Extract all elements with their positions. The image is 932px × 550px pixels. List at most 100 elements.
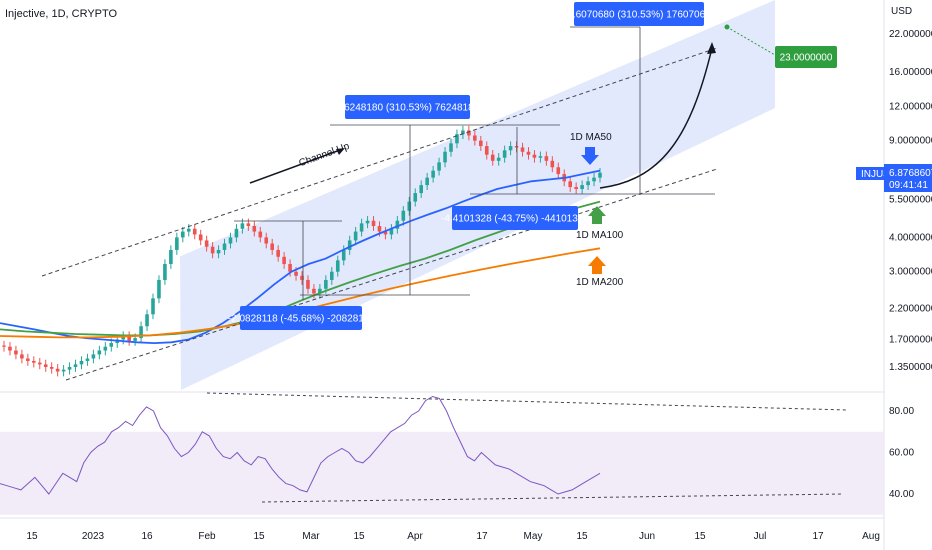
candle-body — [61, 369, 66, 372]
candle-body — [157, 279, 161, 299]
candle-body — [330, 271, 334, 280]
time-tick-label: 2023 — [82, 531, 105, 542]
candle-body — [383, 231, 388, 235]
time-tick-label: Jun — [639, 531, 655, 542]
time-tick-label: Mar — [302, 531, 320, 542]
candle-body — [151, 298, 155, 315]
measure-4-box — [240, 306, 362, 330]
price-tick-label: 9.0000000 — [889, 136, 932, 147]
candle-body — [526, 151, 531, 155]
price-tick-label: 5.5000000 — [889, 194, 932, 205]
candle-body — [425, 177, 429, 186]
channel-arrowhead — [336, 148, 345, 155]
rsi-tick-label: 60.00 — [889, 448, 914, 459]
candle-body — [365, 220, 370, 224]
candle-body — [175, 237, 179, 250]
candle-body — [586, 181, 590, 186]
candle-body — [282, 256, 286, 265]
candle-body — [473, 135, 477, 141]
candle-body — [544, 156, 549, 161]
drawings — [41, 24, 776, 381]
projection-curve — [599, 47, 713, 189]
price-tick-label: 12.0000000 — [889, 101, 932, 112]
time-tick-label: 15 — [353, 531, 365, 542]
candle-body — [532, 154, 537, 158]
candle-body — [43, 364, 48, 367]
measure-1-text: 17.6070680 (310.53%) 176070680 — [562, 10, 717, 21]
target-label-box — [775, 46, 837, 68]
candle-body — [467, 130, 471, 136]
candle-body — [2, 345, 6, 347]
candle-body — [276, 249, 280, 257]
target-connector — [726, 26, 776, 56]
candle-body — [413, 193, 418, 202]
channel-bottom-line — [65, 168, 718, 381]
candle-body — [73, 364, 78, 367]
price-tick-label: 1.3500000 — [889, 362, 932, 373]
candle-body — [496, 157, 501, 161]
currency-label: USD — [891, 6, 912, 17]
ma50-line — [0, 169, 601, 345]
time-tick-label: 15 — [694, 531, 706, 542]
axes: 22.0000000 16.0000000 12.0000000 9.0000000 5… — [26, 6, 932, 542]
candle-body — [401, 210, 406, 221]
time-tick-label: Feb — [198, 531, 216, 542]
candle-body — [145, 314, 149, 327]
candle-body — [121, 336, 125, 340]
candle-body — [246, 223, 251, 227]
price-tick-label: 3.0000000 — [889, 267, 932, 278]
candle-body — [538, 156, 543, 158]
price-tick-label: 4.0000000 — [889, 232, 932, 243]
candle-body — [240, 223, 245, 229]
candle-body — [55, 368, 60, 372]
rsi-tick-label: 80.00 — [889, 406, 914, 417]
time-tick-label: 17 — [476, 531, 488, 542]
candle-body — [455, 134, 459, 144]
candle-body — [91, 354, 96, 359]
candle-body — [300, 275, 304, 280]
rsi-tick-label: 40.00 — [889, 489, 914, 500]
candle-body — [514, 146, 519, 148]
time-tick-label: May — [524, 531, 543, 542]
candle-body — [598, 172, 602, 178]
target-label-text: 23.0000000 — [780, 53, 833, 64]
rsi-support-line — [261, 493, 844, 503]
candle-body — [461, 130, 465, 135]
ma200-label: 1D MA200 — [576, 277, 624, 288]
candle-body — [79, 360, 84, 365]
ma100-label: 1D MA100 — [576, 230, 624, 241]
candle-body — [37, 362, 42, 365]
last-price-value: 6.8768607 — [889, 168, 932, 179]
candle-body — [580, 185, 584, 190]
candle-body — [443, 151, 447, 163]
time-tick-label: 17 — [812, 531, 824, 542]
candle-body — [389, 228, 394, 235]
candle-body — [210, 246, 215, 254]
time-tick-label: 15 — [576, 531, 588, 542]
time-tick-label: Apr — [407, 531, 423, 542]
rsi-resistance-line — [206, 392, 849, 411]
measure-2-text: 7.6248180 (310.53%) 76248180 — [336, 103, 480, 114]
candle-body — [258, 231, 263, 238]
candle-body — [318, 288, 322, 294]
candle-body — [198, 234, 203, 241]
candle-body — [341, 249, 346, 261]
candle-body — [139, 326, 143, 339]
time-tick-label: Jul — [754, 531, 767, 542]
candle-body — [335, 260, 340, 272]
candle-body — [353, 231, 358, 241]
candle-body — [508, 146, 513, 151]
price-tick-label: 2.2000000 — [889, 304, 932, 315]
ma50-label: 1D MA50 — [570, 132, 612, 143]
measure-3-box — [452, 206, 578, 230]
candle-body — [85, 358, 90, 361]
channel-up-band — [180, 0, 775, 390]
candle-body — [181, 231, 185, 238]
rsi-band — [0, 431, 884, 515]
candle-body — [556, 167, 561, 175]
candle-body — [109, 343, 114, 347]
grid — [0, 0, 885, 550]
candle-body — [252, 226, 257, 232]
candle-body — [437, 162, 441, 171]
